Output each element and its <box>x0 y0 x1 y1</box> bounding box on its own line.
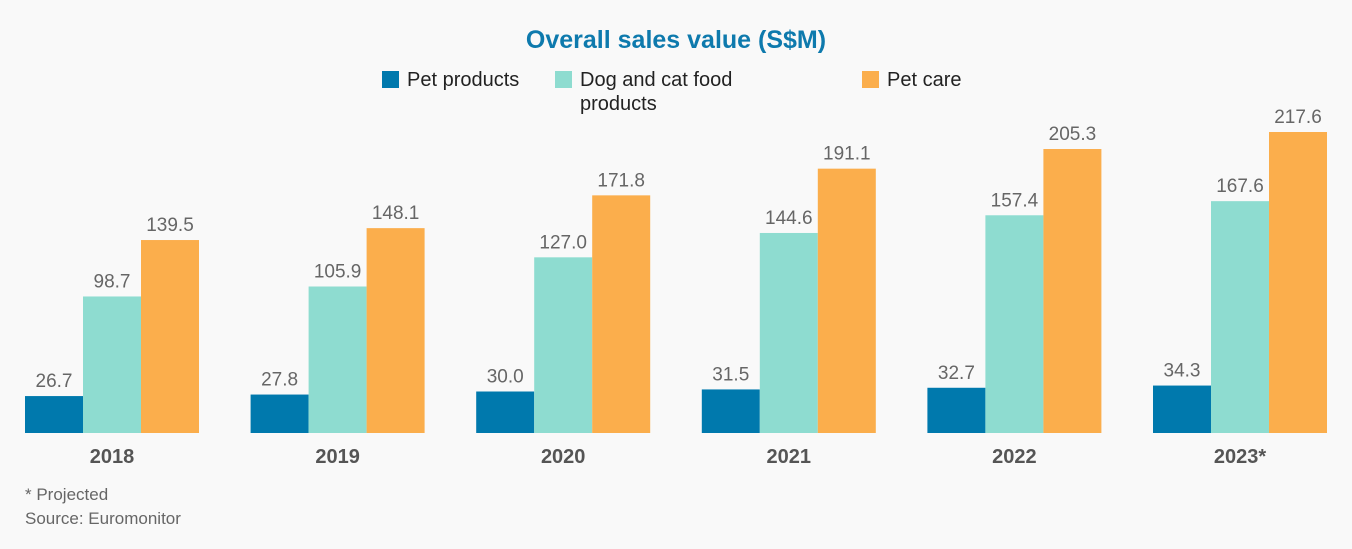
data-label: 144.6 <box>765 208 813 229</box>
data-label: 31.5 <box>712 364 749 385</box>
bar-2020-0 <box>476 391 535 433</box>
data-label: 98.7 <box>94 271 131 292</box>
chart-title: Overall sales value (S$M) <box>525 26 827 54</box>
data-label: 139.5 <box>146 215 194 236</box>
legend-label: Pet products <box>407 69 520 91</box>
bar-2023-0 <box>1153 385 1211 433</box>
data-label: 105.9 <box>314 262 362 283</box>
bar-2018-0 <box>25 396 83 433</box>
bar-2023-1 <box>1211 201 1269 433</box>
bar-2023-2 <box>1269 132 1327 433</box>
x-tick-label: 2021 <box>767 446 812 468</box>
footnote-source: Source: Euromonitor <box>25 509 181 528</box>
x-tick-label: 2023* <box>1214 446 1266 468</box>
bar-2021-2 <box>817 168 876 433</box>
bar-2019-1 <box>308 286 367 433</box>
footnote-projected: * Projected <box>25 485 109 504</box>
bar-2019-2 <box>366 228 425 433</box>
legend-label: Pet care <box>887 69 962 91</box>
data-label: 191.1 <box>823 144 871 165</box>
data-label: 157.4 <box>991 190 1039 211</box>
data-label: 32.7 <box>938 363 975 384</box>
bar-2021-0 <box>701 389 760 433</box>
bar-2022-0 <box>927 387 986 433</box>
data-label: 217.6 <box>1274 107 1322 128</box>
data-label: 30.0 <box>487 367 524 388</box>
data-label: 205.3 <box>1049 124 1097 145</box>
data-label: 34.3 <box>1164 361 1201 382</box>
x-tick-label: 2019 <box>315 446 360 468</box>
data-label: 27.8 <box>261 370 298 391</box>
data-label: 167.6 <box>1216 176 1264 197</box>
x-tick-label: 2020 <box>541 446 586 468</box>
bar-2018-2 <box>141 240 199 433</box>
legend-label: Dog and cat food products <box>580 69 733 115</box>
bar-2022-1 <box>985 215 1044 433</box>
data-label: 127.0 <box>539 232 587 253</box>
bar-2022-2 <box>1043 149 1102 433</box>
data-label: 26.7 <box>36 371 73 392</box>
x-tick-label: 2018 <box>90 446 135 468</box>
legend-swatch <box>382 71 399 88</box>
bar-2021-1 <box>759 232 818 433</box>
legend-swatch <box>862 71 879 88</box>
legend-swatch <box>555 71 572 88</box>
bar-2018-1 <box>83 296 141 433</box>
data-label: 148.1 <box>372 203 420 224</box>
x-tick-label: 2022 <box>992 446 1037 468</box>
bar-2020-1 <box>534 257 593 433</box>
bar-2019-0 <box>250 394 309 433</box>
bar-2020-2 <box>592 195 651 433</box>
data-label: 171.8 <box>597 170 645 191</box>
